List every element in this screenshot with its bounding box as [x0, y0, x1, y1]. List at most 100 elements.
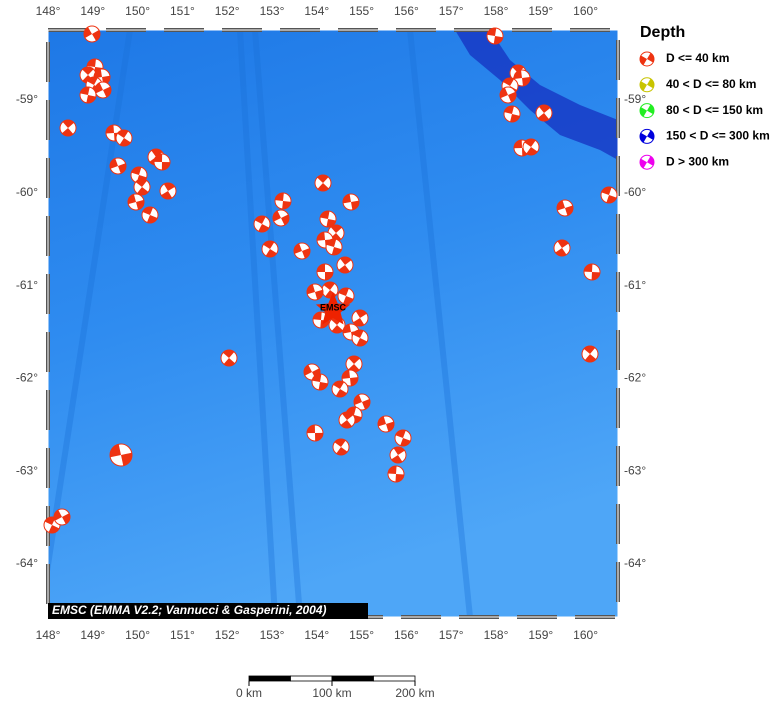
- ball-quadrant: [601, 187, 612, 195]
- ball-quadrant: [302, 248, 310, 259]
- focal-mechanism: [220, 349, 238, 367]
- lat-label-right: -63°: [624, 463, 646, 477]
- ball-quadrant: [86, 76, 98, 85]
- ball-quadrant: [282, 201, 291, 209]
- focal-mechanism: [351, 309, 369, 327]
- ball-quadrant: [538, 105, 551, 113]
- focal-mechanism: [325, 238, 343, 256]
- ball-quadrant: [307, 425, 315, 434]
- ball-quadrant: [537, 113, 550, 121]
- ball-quadrant: [315, 289, 323, 300]
- ball-quadrant: [320, 211, 330, 219]
- ball-quadrant: [395, 474, 404, 483]
- ball-quadrant: [121, 452, 132, 466]
- lon-label-bottom: 153°: [260, 628, 285, 642]
- ball-quadrant: [333, 381, 345, 389]
- lon-label-top: 154°: [304, 4, 329, 18]
- ball-quadrant: [340, 420, 352, 429]
- lat-label-right: -59°: [624, 92, 646, 106]
- legend-symbol: [639, 128, 655, 144]
- focal-mechanism: [353, 393, 371, 411]
- ball-quadrant: [338, 288, 349, 296]
- legend-label: 80 < D <= 150 km: [666, 103, 763, 117]
- lon-label-bottom: 151°: [170, 628, 195, 642]
- ball-quadrant: [647, 104, 654, 115]
- lon-label-bottom: 154°: [304, 628, 329, 642]
- focal-mechanism: [314, 174, 332, 192]
- ball-quadrant: [303, 364, 312, 376]
- focal-mechanism: [600, 186, 618, 204]
- ball-quadrant: [640, 132, 647, 143]
- lon-label-top: 160°: [573, 4, 598, 18]
- ball-quadrant: [222, 350, 235, 358]
- ball-quadrant: [352, 330, 364, 338]
- ball-quadrant: [315, 432, 323, 441]
- focal-mechanism: [513, 69, 531, 87]
- ball-quadrant: [334, 439, 346, 447]
- focal-mechanism: [337, 287, 355, 305]
- ball-quadrant: [293, 243, 302, 254]
- ball-quadrant: [584, 264, 593, 272]
- ball-quadrant: [640, 81, 647, 91]
- epicenter-star: [315, 292, 351, 325]
- ball-quadrant: [340, 256, 352, 265]
- ball-quadrant: [92, 30, 100, 41]
- lon-label-bottom: 149°: [80, 628, 105, 642]
- focal-mechanism: [293, 242, 311, 260]
- lon-label-bottom: 152°: [215, 628, 240, 642]
- lon-label-bottom: 157°: [439, 628, 464, 642]
- ball-quadrant: [110, 444, 121, 458]
- lon-label-bottom: 159°: [528, 628, 553, 642]
- ball-quadrant: [84, 27, 92, 38]
- ball-quadrant: [317, 183, 329, 192]
- ball-quadrant: [343, 296, 354, 304]
- ball-quadrant: [82, 67, 94, 75]
- ball-quadrant: [565, 205, 573, 216]
- ball-quadrant: [338, 265, 350, 274]
- lon-label-bottom: 155°: [349, 628, 374, 642]
- focal-mechanism: [503, 105, 521, 123]
- lon-label-top: 152°: [215, 4, 240, 18]
- ball-quadrant: [318, 382, 328, 390]
- focal-mechanism: [377, 415, 395, 433]
- lat-label-left: -61°: [16, 278, 38, 292]
- ball-quadrant: [258, 224, 270, 232]
- lat-label-right: -62°: [624, 371, 646, 385]
- ball-quadrant: [161, 191, 173, 200]
- credit: EMSC (EMMA V2.2; Vannucci & Gasperini, 2…: [52, 603, 327, 617]
- focal-mechanism: [115, 129, 133, 147]
- ball-quadrant: [342, 370, 350, 379]
- legend-label: D <= 40 km: [666, 51, 729, 65]
- ball-quadrant: [555, 248, 567, 256]
- ball-quadrant: [514, 140, 522, 149]
- ball-quadrant: [386, 421, 394, 432]
- ball-quadrant: [110, 158, 118, 169]
- lon-label-top: 151°: [170, 4, 195, 18]
- lon-label-top: 157°: [439, 4, 464, 18]
- ball-quadrant: [320, 320, 329, 328]
- ball-quadrant: [62, 513, 71, 525]
- legend-label: D > 300 km: [666, 154, 729, 168]
- ball-quadrant: [500, 87, 508, 99]
- ball-quadrant: [639, 107, 647, 117]
- lon-label-bottom: 158°: [484, 628, 509, 642]
- ball-quadrant: [342, 412, 354, 420]
- scale-bar: 0 km 100 km 200 km: [236, 675, 435, 700]
- focal-mechanism: [341, 369, 359, 387]
- lat-label-left: -62°: [16, 371, 38, 385]
- ball-quadrant: [323, 282, 335, 290]
- ball-quadrant: [351, 200, 359, 210]
- ball-quadrant: [557, 239, 569, 248]
- focal-mechanism: [141, 206, 159, 224]
- ball-quadrant: [136, 199, 144, 210]
- scale-label: 0 km: [236, 686, 262, 700]
- credit-box: EMSC (EMMA V2.2; Vannucci & Gasperini, 2…: [48, 603, 368, 619]
- ball-quadrant: [54, 509, 62, 521]
- ball-quadrant: [137, 187, 149, 195]
- credit-background: [48, 603, 368, 619]
- focal-mechanism: [332, 438, 350, 456]
- ball-quadrant: [118, 163, 127, 174]
- ball-quadrant: [393, 447, 405, 455]
- ball-quadrant: [348, 356, 360, 364]
